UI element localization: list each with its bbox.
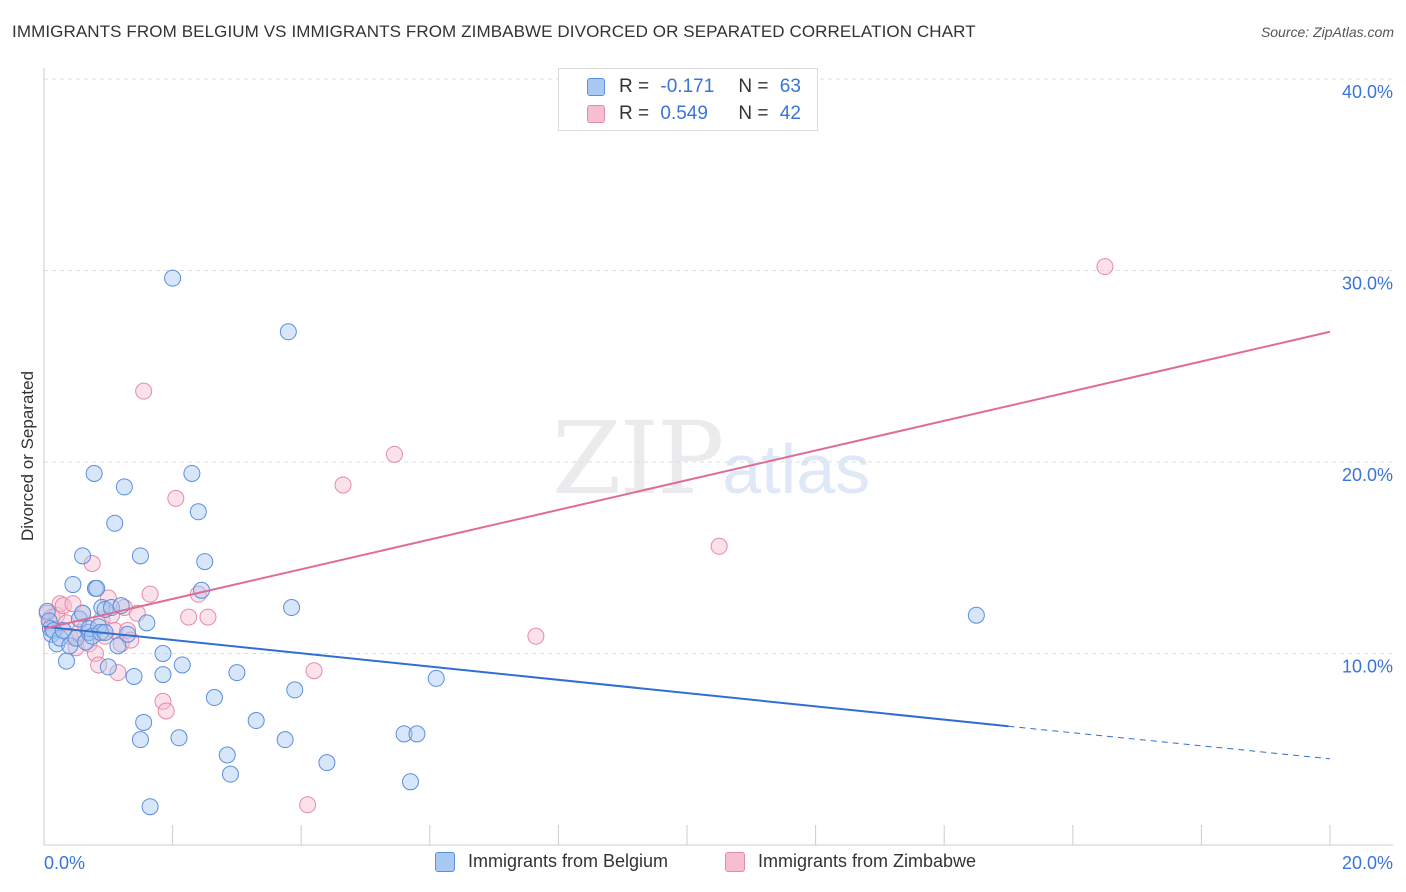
- y-tick-label: 20.0%: [1342, 465, 1393, 485]
- zimbabwe-point: [1096, 258, 1114, 276]
- y-axis-label: Divorced or Separated: [18, 371, 37, 541]
- tick-labels: 10.0% 20.0% 30.0% 40.0% 0.0% 20.0%: [44, 82, 1393, 873]
- belgium-point: [318, 754, 336, 772]
- belgium-point: [173, 656, 191, 674]
- zimbabwe-trend-line: [43, 330, 1331, 630]
- zimbabwe-point: [299, 796, 317, 814]
- zimbabwe-point: [385, 445, 403, 463]
- x-tick-label: 20.0%: [1342, 853, 1393, 873]
- legend-n-label: N =: [738, 76, 769, 97]
- belgium-point: [131, 547, 149, 565]
- legend-n-label: N =: [738, 103, 769, 124]
- belgium-point: [106, 514, 124, 532]
- zimbabwe-swatch: [587, 105, 605, 123]
- belgium-point: [247, 712, 265, 730]
- zimbabwe-point: [527, 627, 545, 645]
- belgium-point: [131, 731, 149, 749]
- belgium-legend-swatch: [435, 851, 455, 872]
- belgium-point: [183, 464, 201, 482]
- zimbabwe-legend-swatch: [725, 851, 745, 872]
- belgium-swatch: [587, 78, 605, 96]
- belgium-point: [64, 576, 82, 594]
- y-tick-label: 10.0%: [1342, 657, 1393, 677]
- belgium-point: [85, 464, 103, 482]
- belgium-point: [58, 652, 76, 670]
- belgium-point: [279, 323, 297, 341]
- source-label: Source: ZipAtlas.com: [1260, 24, 1394, 40]
- zimbabwe-point: [109, 664, 127, 682]
- belgium-points: [38, 269, 985, 816]
- belgium-point: [286, 681, 304, 699]
- zimbabwe-points: [38, 258, 1114, 814]
- y-tick-label: 30.0%: [1342, 274, 1393, 294]
- belgium-point: [138, 614, 156, 632]
- belgium-point: [218, 746, 236, 764]
- legend-r-label: R =: [619, 103, 650, 124]
- belgium-point: [402, 773, 420, 791]
- zimbabwe-point: [334, 476, 352, 494]
- bottom-legend-zimbabwe: Immigrants from Zimbabwe: [725, 851, 976, 872]
- zimbabwe-point: [141, 585, 159, 603]
- zimbabwe-point: [199, 608, 217, 626]
- belgium-point: [170, 729, 188, 747]
- legend-n-value: 42: [779, 103, 801, 124]
- belgium-point: [196, 553, 214, 571]
- grid-lines: [44, 78, 1393, 654]
- belgium-point: [125, 667, 143, 685]
- belgium-point: [221, 765, 239, 783]
- zimbabwe-point: [710, 537, 728, 555]
- belgium-point: [141, 798, 159, 816]
- zimbabwe-point: [305, 662, 323, 680]
- belgium-point: [283, 599, 301, 617]
- belgium-point: [228, 664, 246, 682]
- legend-n-value: 63: [779, 76, 801, 97]
- zimbabwe-point: [180, 608, 198, 626]
- belgium-point: [88, 579, 106, 597]
- legend-row-zimbabwe: R = 0.549 N = 42: [587, 102, 801, 126]
- belgium-point: [276, 731, 294, 749]
- legend-r-label: R =: [619, 76, 650, 97]
- y-tick-label: 40.0%: [1342, 82, 1393, 102]
- legend-row-belgium: R = -0.171 N = 63: [587, 75, 801, 99]
- stats-legend: R = -0.171 N = 63 R = 0.549 N = 42: [558, 68, 818, 131]
- belgium-point: [189, 503, 207, 521]
- belgium-point: [115, 478, 133, 496]
- belgium-point: [74, 604, 92, 622]
- belgium-point: [109, 637, 127, 655]
- belgium-point: [164, 269, 182, 287]
- zimbabwe-point: [51, 595, 69, 613]
- belgium-point: [135, 713, 153, 731]
- belgium-point: [154, 645, 172, 662]
- belgium-point: [205, 689, 223, 707]
- belgium-trend-extension: [1008, 725, 1331, 760]
- belgium-point: [427, 669, 445, 687]
- legend-r-value: -0.171: [660, 76, 715, 97]
- belgium-point: [99, 658, 117, 676]
- chart-title: IMMIGRANTS FROM BELGIUM VS IMMIGRANTS FR…: [12, 22, 976, 41]
- watermark-zip: ZIP: [552, 400, 724, 517]
- belgium-point: [408, 725, 426, 743]
- legend-r-value: 0.549: [660, 103, 708, 124]
- zimbabwe-point: [154, 692, 172, 710]
- trend-lines: [43, 330, 1331, 760]
- zimbabwe-point: [167, 489, 185, 507]
- belgium-point: [395, 725, 413, 743]
- belgium-point: [77, 633, 95, 651]
- bottom-legend-belgium: Immigrants from Belgium: [435, 851, 668, 872]
- belgium-legend-label: Immigrants from Belgium: [468, 851, 669, 871]
- axes: [43, 68, 1393, 846]
- zimbabwe-legend-label: Immigrants from Zimbabwe: [758, 851, 977, 871]
- zimbabwe-point: [157, 702, 175, 720]
- belgium-point: [54, 622, 72, 640]
- belgium-point: [74, 547, 92, 565]
- belgium-point: [154, 666, 172, 684]
- belgium-trend-line: [43, 625, 1009, 728]
- x-tick-label: 0.0%: [44, 853, 85, 873]
- zimbabwe-point: [135, 382, 153, 400]
- belgium-point: [967, 606, 985, 624]
